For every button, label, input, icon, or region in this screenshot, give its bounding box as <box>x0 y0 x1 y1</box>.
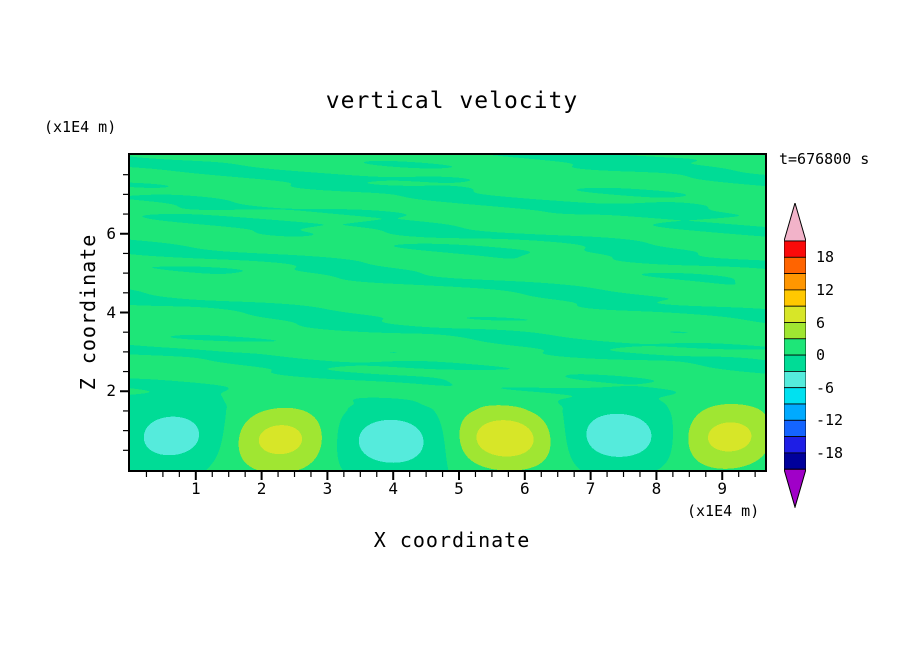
colorbar-label: -12 <box>816 411 844 430</box>
colorbar-band <box>784 240 806 258</box>
colorbar-label: 12 <box>816 280 835 299</box>
colorbar-band <box>784 419 806 438</box>
colorbar-band <box>784 403 806 421</box>
colorbar-band <box>784 273 806 291</box>
colorbar-label: 18 <box>816 248 835 267</box>
colorbar-band <box>784 338 806 356</box>
x-tick-label: 5 <box>454 479 464 498</box>
colorbar-arrow <box>784 468 806 508</box>
colorbar-band <box>784 256 806 274</box>
x-tick-label: 2 <box>256 479 267 498</box>
colorbar-label: -18 <box>816 443 844 462</box>
chart-title: vertical velocity <box>325 88 579 114</box>
x-tick-label: 8 <box>651 479 662 498</box>
colorbar-arrow <box>784 203 806 242</box>
z-tick-label: 4 <box>106 302 116 322</box>
x-tick-label: 3 <box>322 479 333 498</box>
colorbar-band <box>784 305 806 323</box>
colorbar-band <box>784 387 806 405</box>
colorbar-band <box>784 322 806 340</box>
colorbar-band <box>784 289 806 307</box>
x-tick-label: 9 <box>717 479 728 498</box>
colorbar-band <box>784 436 806 454</box>
colorbar-label: 0 <box>816 346 826 365</box>
x-tick-label: 4 <box>388 479 399 498</box>
z-tick-label: 2 <box>106 381 116 401</box>
colorbar-band <box>784 354 806 372</box>
contour-field-canvas <box>130 155 765 470</box>
x-tick-label: 6 <box>519 479 530 498</box>
colorbar-band <box>784 452 806 470</box>
x-axis-unit-label: (x1E4 m) <box>687 502 760 520</box>
colorbar <box>784 203 806 508</box>
time-annotation: t=676800 s <box>779 150 870 168</box>
colorbar-band <box>784 370 806 389</box>
z-axis-unit-label: (x1E4 m) <box>44 118 117 136</box>
x-axis-title: X coordinate <box>373 528 531 552</box>
plot-area <box>128 153 767 472</box>
z-tick-label: 6 <box>106 223 116 243</box>
colorbar-label: 6 <box>816 313 826 332</box>
x-tick-label: 7 <box>585 479 596 498</box>
colorbar-label: -6 <box>816 378 835 397</box>
x-tick-label: 1 <box>190 479 201 498</box>
